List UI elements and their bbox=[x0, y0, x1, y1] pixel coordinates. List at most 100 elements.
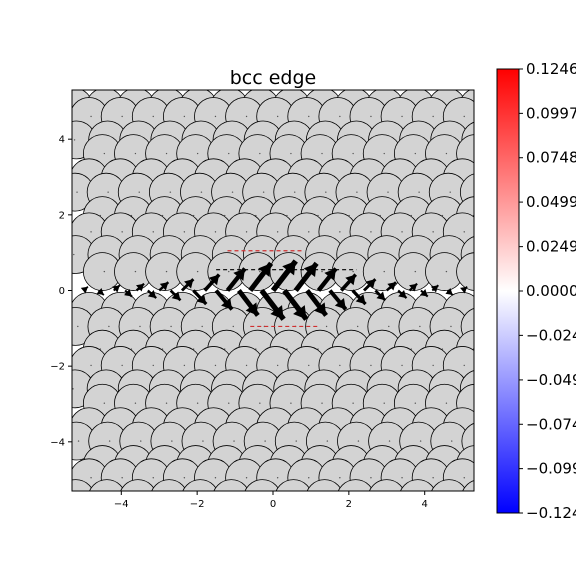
atom-displacement-dot bbox=[321, 270, 323, 273]
atom-displacement-dot bbox=[495, 477, 496, 478]
atom bbox=[120, 479, 156, 491]
atom-displacement-dot bbox=[276, 477, 279, 479]
atom-displacement-dot bbox=[495, 365, 496, 366]
colorbar-tick-label: 0.0249 bbox=[526, 238, 576, 256]
x-tick-label: 4 bbox=[422, 499, 428, 510]
atom bbox=[151, 479, 187, 491]
atom-displacement-dot bbox=[290, 152, 292, 155]
displacement-arrow-head bbox=[196, 294, 207, 305]
atom-displacement-dot bbox=[73, 139, 76, 141]
atom-displacement-dot bbox=[370, 231, 372, 233]
atom-displacement-dot bbox=[463, 231, 465, 233]
displacement-arrow-head bbox=[96, 287, 104, 296]
atom-displacement-dot bbox=[152, 477, 154, 479]
atom-displacement-dot bbox=[214, 115, 217, 118]
atom-displacement-dot bbox=[308, 231, 310, 233]
atom-displacement-dot bbox=[214, 231, 217, 233]
displacement-arrow-head bbox=[282, 260, 296, 276]
displacement-arrow-head bbox=[147, 289, 157, 299]
atom-displacement-dot bbox=[264, 440, 266, 442]
colorbar-gradient bbox=[496, 68, 520, 514]
atom-displacement-dot bbox=[196, 402, 199, 404]
atom-displacement-dot bbox=[356, 191, 358, 193]
y-tick-label: −4 bbox=[50, 437, 65, 448]
atom-displacement-dot bbox=[477, 388, 478, 389]
displacement-arrow-head bbox=[324, 268, 336, 281]
displacement-arrow-head bbox=[334, 297, 346, 310]
atom-displacement-dot bbox=[383, 270, 385, 273]
displacement-arrow-head bbox=[208, 274, 220, 286]
atom-displacement-dot bbox=[491, 311, 492, 312]
atom-displacement-dot bbox=[214, 477, 217, 479]
atom-displacement-dot bbox=[90, 231, 92, 233]
atom-displacement-dot bbox=[477, 153, 478, 154]
displacement-arrow-head bbox=[221, 297, 233, 310]
atom-displacement-dot bbox=[339, 477, 341, 479]
atom-displacement-dot bbox=[388, 325, 390, 328]
atom-displacement-dot bbox=[475, 106, 476, 107]
atom-displacement-dot bbox=[231, 191, 234, 193]
displacement-arrow-head bbox=[313, 302, 327, 316]
atom-displacement-dot bbox=[260, 498, 261, 499]
displacement-arrow-head bbox=[376, 291, 386, 301]
atom-displacement-dot bbox=[139, 325, 141, 328]
atom-displacement-dot bbox=[259, 270, 261, 273]
atom-displacement-dot bbox=[201, 325, 203, 328]
displacement-arrow-head bbox=[409, 283, 418, 292]
atom-displacement-dot bbox=[196, 270, 199, 273]
displacement-arrow-head bbox=[171, 291, 181, 301]
displacement-arrow-head bbox=[445, 287, 453, 296]
atom-displacement-dot bbox=[138, 191, 140, 193]
colorbar-tick-label: −0.0249 bbox=[526, 326, 576, 344]
atom-displacement-dot bbox=[401, 115, 403, 118]
atom-displacement-dot bbox=[200, 191, 203, 193]
atom-displacement-dot bbox=[290, 402, 292, 404]
atom-displacement-dot bbox=[90, 115, 92, 118]
displacement-arrow-head bbox=[135, 283, 145, 292]
atom-displacement-dot bbox=[276, 364, 279, 367]
atom-displacement-dot bbox=[482, 440, 483, 441]
displacement-arrow-head bbox=[80, 286, 88, 294]
atom-displacement-dot bbox=[451, 440, 453, 442]
atom-displacement-dot bbox=[214, 364, 217, 367]
atom-displacement-dot bbox=[401, 364, 403, 367]
atom-displacement-dot bbox=[202, 440, 204, 442]
colorbar-tick-label: 0.0997 bbox=[526, 104, 576, 122]
atom bbox=[368, 479, 405, 491]
atom-displacement-dot bbox=[103, 270, 106, 273]
atom-displacement-dot bbox=[104, 498, 105, 499]
atom-displacement-dot bbox=[103, 152, 106, 155]
y-tick-label: −2 bbox=[50, 362, 65, 373]
atom bbox=[244, 479, 281, 491]
displacement-arrow-head bbox=[293, 305, 307, 320]
atom-displacement-dot bbox=[401, 477, 403, 479]
atom-displacement-dot bbox=[446, 498, 447, 499]
atom-displacement-dot bbox=[134, 152, 137, 155]
atom-displacement-dot bbox=[262, 191, 265, 193]
displacement-arrow-head bbox=[233, 268, 245, 281]
atom-displacement-dot bbox=[481, 191, 482, 192]
atom-displacement-dot bbox=[233, 440, 235, 442]
atom-displacement-dot bbox=[183, 477, 186, 479]
atom-displacement-dot bbox=[170, 325, 172, 328]
atom-displacement-dot bbox=[370, 477, 372, 479]
colorbar: 0.1246 0.0997 0.0748 0.0499 0.0249 0.0000 −0.0… bbox=[496, 60, 576, 522]
displacement-arrow-head bbox=[184, 279, 194, 289]
atom-displacement-dot bbox=[103, 402, 106, 404]
atom-displacement-dot bbox=[73, 253, 75, 256]
atom-displacement-dot bbox=[321, 152, 323, 155]
atom-displacement-dot bbox=[107, 191, 109, 193]
atom-displacement-dot bbox=[418, 191, 420, 193]
atom-displacement-dot bbox=[232, 325, 234, 328]
atom-displacement-dot bbox=[140, 440, 142, 442]
atom-displacement-dot bbox=[196, 152, 199, 155]
atom-displacement-dot bbox=[450, 325, 452, 328]
atom-displacement-dot bbox=[171, 440, 173, 442]
atom-displacement-dot bbox=[352, 270, 354, 273]
atom-displacement-dot bbox=[477, 403, 478, 404]
displacement-arrow-head bbox=[398, 289, 407, 299]
displacement-arrow-head bbox=[430, 285, 439, 293]
atom bbox=[462, 480, 474, 491]
atom-displacement-dot bbox=[308, 477, 310, 479]
atom-displacement-dot bbox=[90, 477, 92, 479]
